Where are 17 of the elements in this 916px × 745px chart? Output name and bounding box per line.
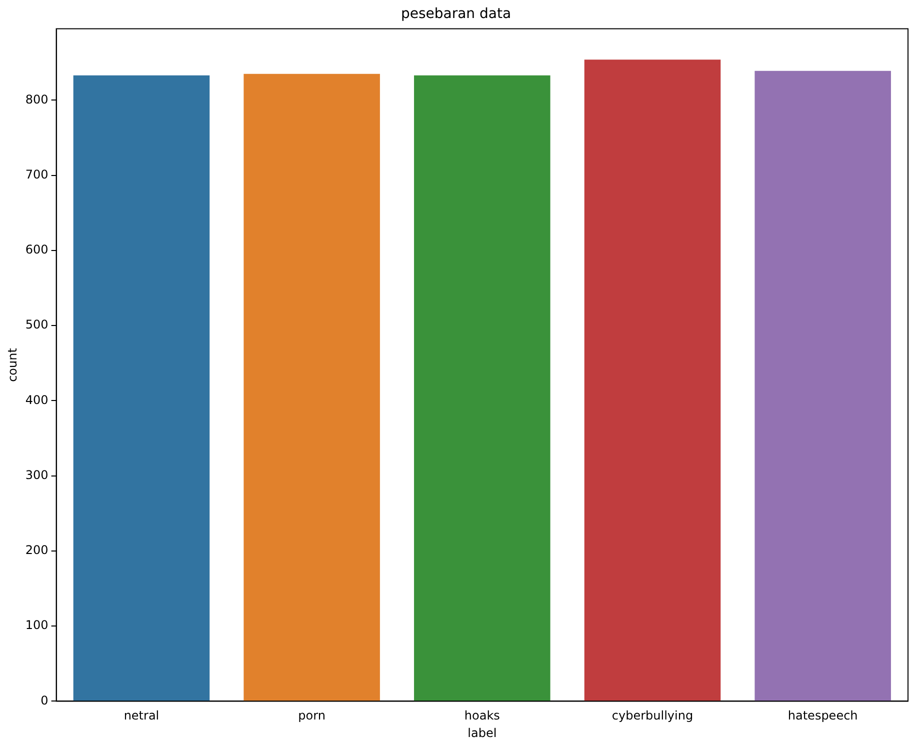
y-tick-label: 700 xyxy=(25,167,48,182)
y-tick-label: 400 xyxy=(25,392,48,407)
x-axis-title: label xyxy=(468,726,497,740)
x-tick-label: hatespeech xyxy=(788,708,858,723)
x-tick-label: hoaks xyxy=(464,708,500,723)
y-tick-label: 800 xyxy=(25,92,48,106)
x-tick-label: porn xyxy=(298,708,326,723)
y-tick-label: 500 xyxy=(25,318,48,332)
x-tick-label: cyberbullying xyxy=(612,708,694,723)
y-tick-label: 300 xyxy=(25,468,48,482)
y-tick-label: 100 xyxy=(25,618,48,632)
x-tick-label: netral xyxy=(124,708,160,723)
chart-title: pesebaran data xyxy=(400,6,512,22)
y-axis-title: count xyxy=(5,348,20,382)
y-tick-label: 200 xyxy=(25,543,48,558)
y-tick-label: 600 xyxy=(25,242,48,257)
y-tick-label: 0 xyxy=(40,693,48,708)
